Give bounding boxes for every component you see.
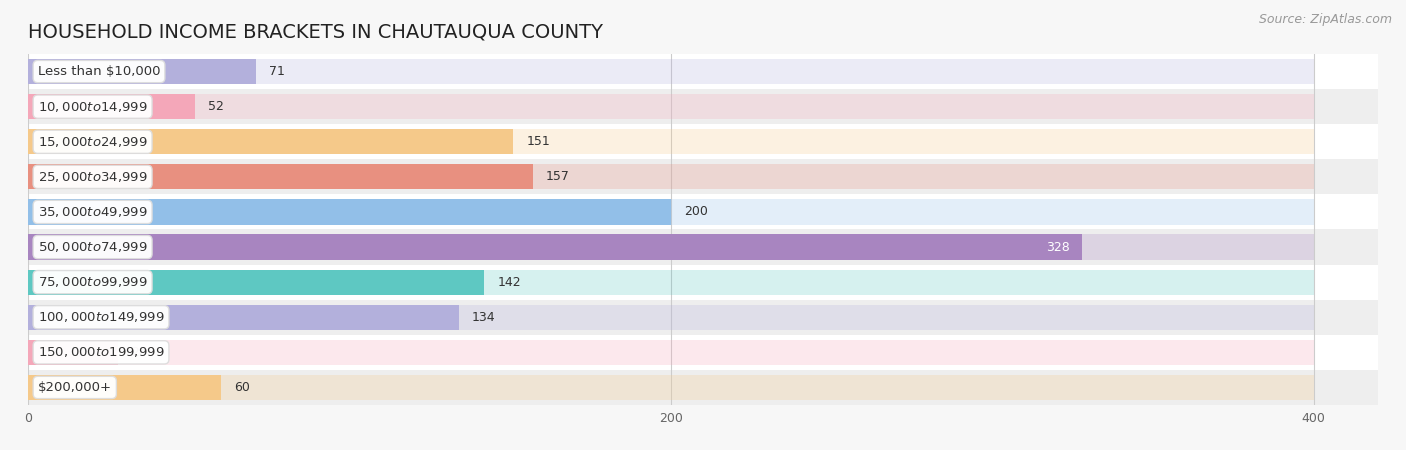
Bar xyxy=(28,94,195,119)
Bar xyxy=(28,234,1083,260)
Bar xyxy=(28,270,485,295)
Text: $200,000+: $200,000+ xyxy=(38,381,111,394)
Text: 60: 60 xyxy=(233,381,250,394)
Text: $150,000 to $199,999: $150,000 to $199,999 xyxy=(38,345,165,360)
Text: Less than $10,000: Less than $10,000 xyxy=(38,65,160,78)
Bar xyxy=(28,89,1378,124)
Text: $100,000 to $149,999: $100,000 to $149,999 xyxy=(38,310,165,324)
Bar xyxy=(28,94,1313,119)
Bar xyxy=(28,164,533,189)
Bar xyxy=(28,305,458,330)
Bar xyxy=(28,54,1378,89)
Text: $75,000 to $99,999: $75,000 to $99,999 xyxy=(38,275,148,289)
Bar xyxy=(28,59,256,84)
Text: $10,000 to $14,999: $10,000 to $14,999 xyxy=(38,99,148,114)
Bar xyxy=(28,270,1313,295)
Bar xyxy=(28,335,1378,370)
Bar xyxy=(28,164,1313,189)
Bar xyxy=(28,194,1378,230)
Text: 328: 328 xyxy=(1046,241,1070,253)
Text: 157: 157 xyxy=(546,171,569,183)
Text: Source: ZipAtlas.com: Source: ZipAtlas.com xyxy=(1258,14,1392,27)
Bar xyxy=(28,199,1313,225)
Bar xyxy=(28,199,671,225)
Bar xyxy=(28,59,1313,84)
Text: 71: 71 xyxy=(269,65,285,78)
Bar xyxy=(28,129,1313,154)
Bar xyxy=(28,230,1378,265)
Bar xyxy=(28,340,118,365)
Text: $50,000 to $74,999: $50,000 to $74,999 xyxy=(38,240,148,254)
Text: 151: 151 xyxy=(526,135,550,148)
Text: $15,000 to $24,999: $15,000 to $24,999 xyxy=(38,135,148,149)
Text: 28: 28 xyxy=(131,346,146,359)
Bar xyxy=(28,129,513,154)
Text: 200: 200 xyxy=(683,206,707,218)
Text: 134: 134 xyxy=(471,311,495,324)
Bar xyxy=(28,159,1378,194)
Bar xyxy=(28,300,1378,335)
Text: HOUSEHOLD INCOME BRACKETS IN CHAUTAUQUA COUNTY: HOUSEHOLD INCOME BRACKETS IN CHAUTAUQUA … xyxy=(28,22,603,41)
Text: $25,000 to $34,999: $25,000 to $34,999 xyxy=(38,170,148,184)
Bar xyxy=(28,234,1313,260)
Bar xyxy=(28,124,1378,159)
Bar xyxy=(28,370,1378,405)
Bar xyxy=(28,265,1378,300)
Bar xyxy=(28,375,1313,400)
Bar xyxy=(28,305,1313,330)
Bar xyxy=(28,340,1313,365)
Text: 52: 52 xyxy=(208,100,224,113)
Text: $35,000 to $49,999: $35,000 to $49,999 xyxy=(38,205,148,219)
Text: 142: 142 xyxy=(498,276,522,288)
Bar xyxy=(28,375,221,400)
